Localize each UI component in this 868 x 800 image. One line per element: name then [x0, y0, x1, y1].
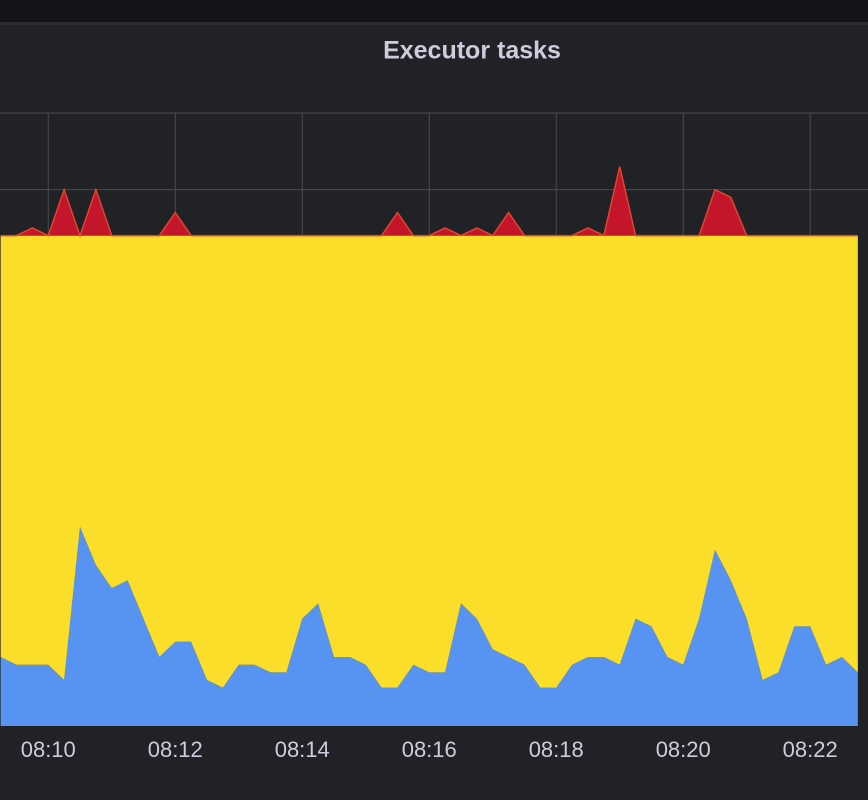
x-tick-label: 08:12 — [148, 737, 203, 762]
area-line — [0, 166, 858, 238]
x-tick-label: 08:20 — [656, 737, 711, 762]
x-tick-label: 08:10 — [21, 737, 76, 762]
area — [0, 235, 858, 688]
x-tick-label: 08:18 — [529, 737, 584, 762]
x-tick-label: 08:14 — [275, 737, 330, 762]
x-tick-label: 08:16 — [402, 737, 457, 762]
x-tick-label: 08:22 — [783, 737, 838, 762]
area — [0, 166, 858, 236]
panel-title: Executor tasks — [383, 37, 561, 65]
top-bar-border — [0, 22, 868, 25]
top-bar — [0, 0, 868, 22]
area — [0, 526, 858, 726]
